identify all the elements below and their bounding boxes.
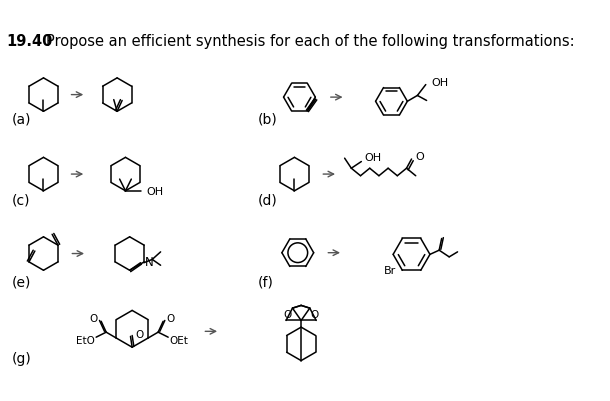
Text: (d): (d) bbox=[257, 193, 278, 207]
Text: 19.40: 19.40 bbox=[7, 34, 53, 49]
Text: Propose an efficient synthesis for each of the following transformations:: Propose an efficient synthesis for each … bbox=[46, 34, 575, 49]
Text: O: O bbox=[284, 309, 292, 319]
Text: Br: Br bbox=[384, 265, 396, 275]
Text: (a): (a) bbox=[12, 113, 31, 127]
Text: O: O bbox=[90, 313, 98, 323]
Text: OH: OH bbox=[432, 78, 449, 88]
Text: (c): (c) bbox=[12, 193, 31, 207]
Text: (g): (g) bbox=[12, 351, 32, 365]
Text: O: O bbox=[167, 313, 174, 323]
Text: O: O bbox=[310, 309, 319, 319]
Text: OH: OH bbox=[365, 153, 382, 163]
Text: (e): (e) bbox=[12, 274, 31, 288]
Text: N: N bbox=[145, 255, 154, 268]
Text: (b): (b) bbox=[257, 113, 278, 127]
Text: (f): (f) bbox=[257, 274, 273, 288]
Text: OEt: OEt bbox=[170, 335, 188, 345]
Text: O: O bbox=[135, 329, 144, 339]
Text: EtO: EtO bbox=[76, 335, 95, 345]
Text: OH: OH bbox=[146, 186, 163, 196]
Text: O: O bbox=[415, 151, 423, 161]
